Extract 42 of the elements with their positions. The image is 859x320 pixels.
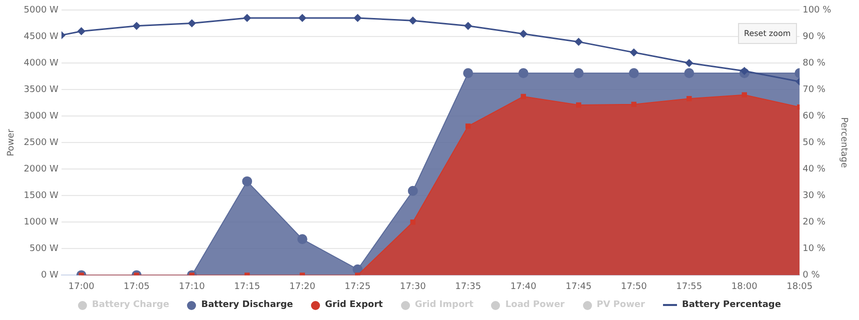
x-tick-label: 17:40 bbox=[510, 282, 537, 292]
x-tick-label: 17:05 bbox=[124, 282, 150, 292]
reset-zoom-button: Reset zoom bbox=[738, 23, 797, 44]
y2-tick-label: 90 % bbox=[802, 32, 826, 42]
y-tick-label: 0 W bbox=[40, 270, 59, 281]
y2-axis-title: Percentage bbox=[838, 117, 848, 168]
x-tick-label: 17:10 bbox=[178, 282, 206, 292]
y-tick-label: 5000 W bbox=[24, 5, 59, 16]
y2-tick-label: 10 % bbox=[802, 244, 826, 254]
x-tick-label: 17:15 bbox=[234, 282, 260, 292]
y2-tick-label: 70 % bbox=[802, 84, 826, 95]
y-tick-label: 500 W bbox=[30, 244, 59, 254]
x-tick-label: 17:25 bbox=[344, 282, 371, 292]
x-tick-label: 17:45 bbox=[566, 282, 592, 292]
x-tick-label: 17:55 bbox=[676, 282, 702, 292]
x-tick-label: 17:30 bbox=[400, 282, 426, 292]
y2-tick-label: 50 % bbox=[802, 138, 826, 148]
legend-label: Battery Discharge bbox=[201, 300, 293, 310]
x-tick-label: 18:00 bbox=[731, 282, 758, 292]
y-axis-title: Power bbox=[6, 128, 17, 156]
x-tick-label: 17:35 bbox=[455, 282, 482, 292]
y-tick-label: 1500 W bbox=[24, 190, 59, 201]
y2-tick-label: 100 % bbox=[802, 5, 832, 16]
y-tick-label: 4500 W bbox=[24, 32, 59, 42]
y-tick-label: 3000 W bbox=[24, 111, 59, 122]
x-tick-label: 17:00 bbox=[68, 282, 95, 292]
y-tick-label: 2500 W bbox=[24, 138, 59, 148]
y2-tick-label: 60 % bbox=[802, 111, 826, 122]
x-tick-label: 18:05 bbox=[786, 282, 813, 292]
y2-tick-label: 80 % bbox=[802, 58, 826, 68]
y-tick-label: 4000 W bbox=[24, 58, 59, 68]
legend-label: Battery Percentage bbox=[682, 300, 781, 310]
y-tick-label: 3500 W bbox=[24, 84, 59, 95]
x-tick-label: 17:50 bbox=[620, 282, 648, 292]
y-tick-label: 1000 W bbox=[24, 218, 59, 228]
y2-tick-label: 0 % bbox=[802, 270, 820, 281]
x-tick-label: 17:20 bbox=[289, 282, 316, 292]
legend-label: Grid Export bbox=[325, 300, 383, 310]
y-tick-label: 2000 W bbox=[24, 164, 59, 174]
y2-tick-label: 40 % bbox=[802, 164, 826, 174]
y2-tick-label: 30 % bbox=[802, 190, 826, 201]
y2-tick-label: 20 % bbox=[802, 218, 826, 228]
